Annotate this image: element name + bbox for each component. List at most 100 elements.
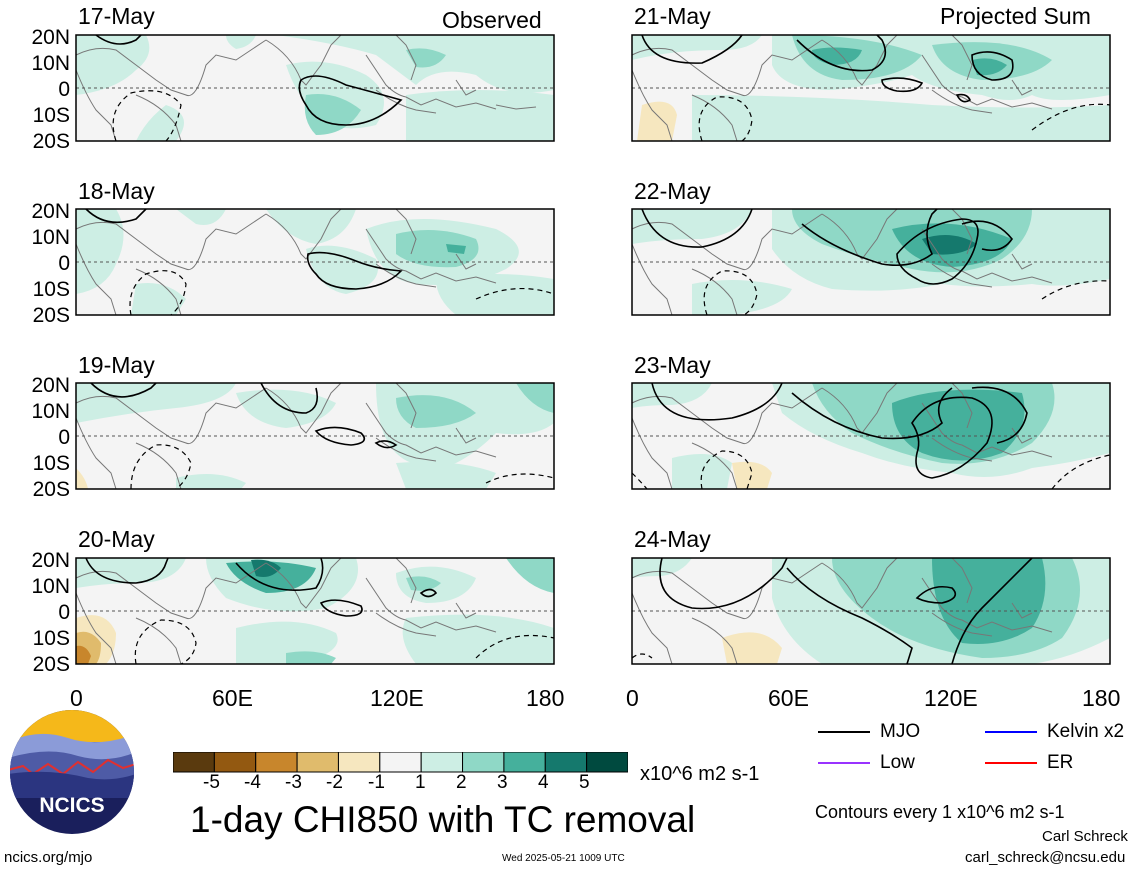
- map-panel-23-may: [631, 382, 1111, 490]
- colorbar-tick: -4: [244, 772, 261, 793]
- anomaly-shading: [76, 558, 554, 664]
- panel-date-24-may: 24-May: [634, 526, 711, 552]
- colorbar-swatch: [296, 752, 339, 773]
- panel-date-17-may: 17-May: [78, 3, 155, 29]
- lon-label-60e: 60E: [768, 685, 809, 711]
- website-link[interactable]: ncics.org/mjo: [4, 849, 93, 866]
- mjo-contours: [641, 208, 1013, 285]
- colorbar: [173, 752, 628, 773]
- mjo-contours: [651, 382, 1028, 479]
- legend-swatch-kelvin: [985, 730, 1037, 733]
- anomaly-shading: [76, 209, 554, 315]
- mjo-contours: [95, 34, 403, 126]
- colorbar-tick: -5: [203, 772, 220, 793]
- lat-label-10n: 10N: [31, 575, 70, 598]
- colorbar-tick: -1: [368, 772, 385, 793]
- mjo-contours: [641, 34, 1014, 103]
- legend-label-mjo: MJO: [880, 721, 921, 742]
- colorbar-tick: -3: [285, 772, 302, 793]
- anomaly-shading: [632, 35, 1110, 141]
- lat-label-20s: 20S: [32, 653, 70, 676]
- colorbar-tick: 5: [579, 772, 590, 793]
- panel-date-23-may: 23-May: [634, 352, 711, 378]
- lat-label-20s: 20S: [32, 478, 70, 501]
- lon-label-0: 0: [70, 685, 83, 711]
- legend-label-er: ER: [1047, 752, 1074, 773]
- colorbar-swatch: [462, 752, 505, 773]
- lat-label-20s: 20S: [32, 130, 70, 153]
- mjo-contours: [85, 557, 438, 617]
- er-contours: [129, 270, 555, 316]
- map-panel-24-may: [631, 557, 1111, 665]
- observed-label: Observed: [442, 7, 542, 33]
- legend-swatch-mjo: [818, 730, 870, 733]
- legend-swatch-low: [818, 761, 870, 764]
- author-email[interactable]: carl_schreck@ncsu.edu: [965, 849, 1126, 866]
- legend-swatch-er: [985, 761, 1037, 764]
- colorbar-swatch: [586, 752, 628, 773]
- mjo-contours: [90, 382, 398, 449]
- lat-label-20n: 20N: [31, 374, 70, 397]
- mjo-contours: [659, 557, 1033, 665]
- legend-label-kelvin: Kelvin x2: [1047, 721, 1125, 742]
- lat-label-10s: 10S: [32, 278, 70, 301]
- map-panel-18-may: [75, 208, 555, 316]
- legend-label-low: Low: [880, 752, 915, 773]
- colorbar-tick: 1: [415, 772, 426, 793]
- colorbar-swatch: [173, 752, 215, 773]
- timestamp: Wed 2025-05-21 1009 UTC: [502, 853, 625, 864]
- colorbar-swatch: [503, 752, 546, 773]
- lat-label-10s: 10S: [32, 627, 70, 650]
- contour-note: Contours every 1 x10^6 m2 s-1: [815, 802, 1065, 822]
- author-name: Carl Schreck: [1042, 828, 1128, 845]
- colorbar-tick: 2: [456, 772, 467, 793]
- lat-label-eq: 0: [58, 601, 70, 624]
- lat-label-20n: 20N: [31, 549, 70, 572]
- lat-label-20n: 20N: [31, 200, 70, 223]
- panel-date-18-may: 18-May: [78, 178, 155, 204]
- colorbar-tick: 3: [497, 772, 508, 793]
- lat-label-10s: 10S: [32, 452, 70, 475]
- lat-label-10n: 10N: [31, 52, 70, 75]
- colorbar-tick: 4: [538, 772, 549, 793]
- map-panel-21-may: [631, 34, 1111, 142]
- lat-label-10n: 10N: [31, 226, 70, 249]
- colorbar-swatch: [420, 752, 464, 773]
- er-contours: [698, 96, 1111, 142]
- colorbar-swatch: [255, 752, 298, 773]
- lat-label-eq: 0: [58, 78, 70, 101]
- er-contours: [134, 619, 555, 665]
- lon-label-180: 180: [526, 685, 565, 711]
- logo-text: NCICS: [39, 794, 104, 817]
- panel-date-20-may: 20-May: [78, 526, 155, 552]
- main-title: 1-day CHI850 with TC removal: [190, 799, 696, 840]
- legend-item-low: Low: [818, 753, 915, 772]
- lon-label-0: 0: [626, 685, 639, 711]
- colorbar-tick: -2: [326, 772, 343, 793]
- map-panel-17-may: [75, 34, 555, 142]
- lat-label-eq: 0: [58, 426, 70, 449]
- coastlines: [75, 208, 497, 316]
- colorbar-swatch: [544, 752, 588, 773]
- legend-item-mjo: MJO: [818, 722, 920, 741]
- coastlines: [75, 382, 497, 490]
- er-contours: [130, 444, 555, 490]
- map-panel-19-may: [75, 382, 555, 490]
- lon-label-120e: 120E: [370, 685, 424, 711]
- panel-date-22-may: 22-May: [634, 178, 711, 204]
- coastlines: [631, 557, 1053, 665]
- lon-label-180: 180: [1082, 685, 1121, 711]
- colorbar-swatch: [337, 752, 381, 773]
- legend-item-er: ER: [985, 753, 1073, 772]
- lon-label-60e: 60E: [212, 685, 253, 711]
- legend-item-kelvin: Kelvin x2: [985, 722, 1124, 741]
- colorbar-swatch: [213, 752, 257, 773]
- er-contours: [112, 90, 182, 142]
- panel-date-19-may: 19-May: [78, 352, 155, 378]
- map-panel-20-may: [75, 557, 555, 665]
- er-contours: [631, 450, 1111, 490]
- lat-label-eq: 0: [58, 252, 70, 275]
- mjo-contours: [85, 208, 403, 290]
- lon-label-120e: 120E: [924, 685, 978, 711]
- er-contours: [631, 653, 653, 659]
